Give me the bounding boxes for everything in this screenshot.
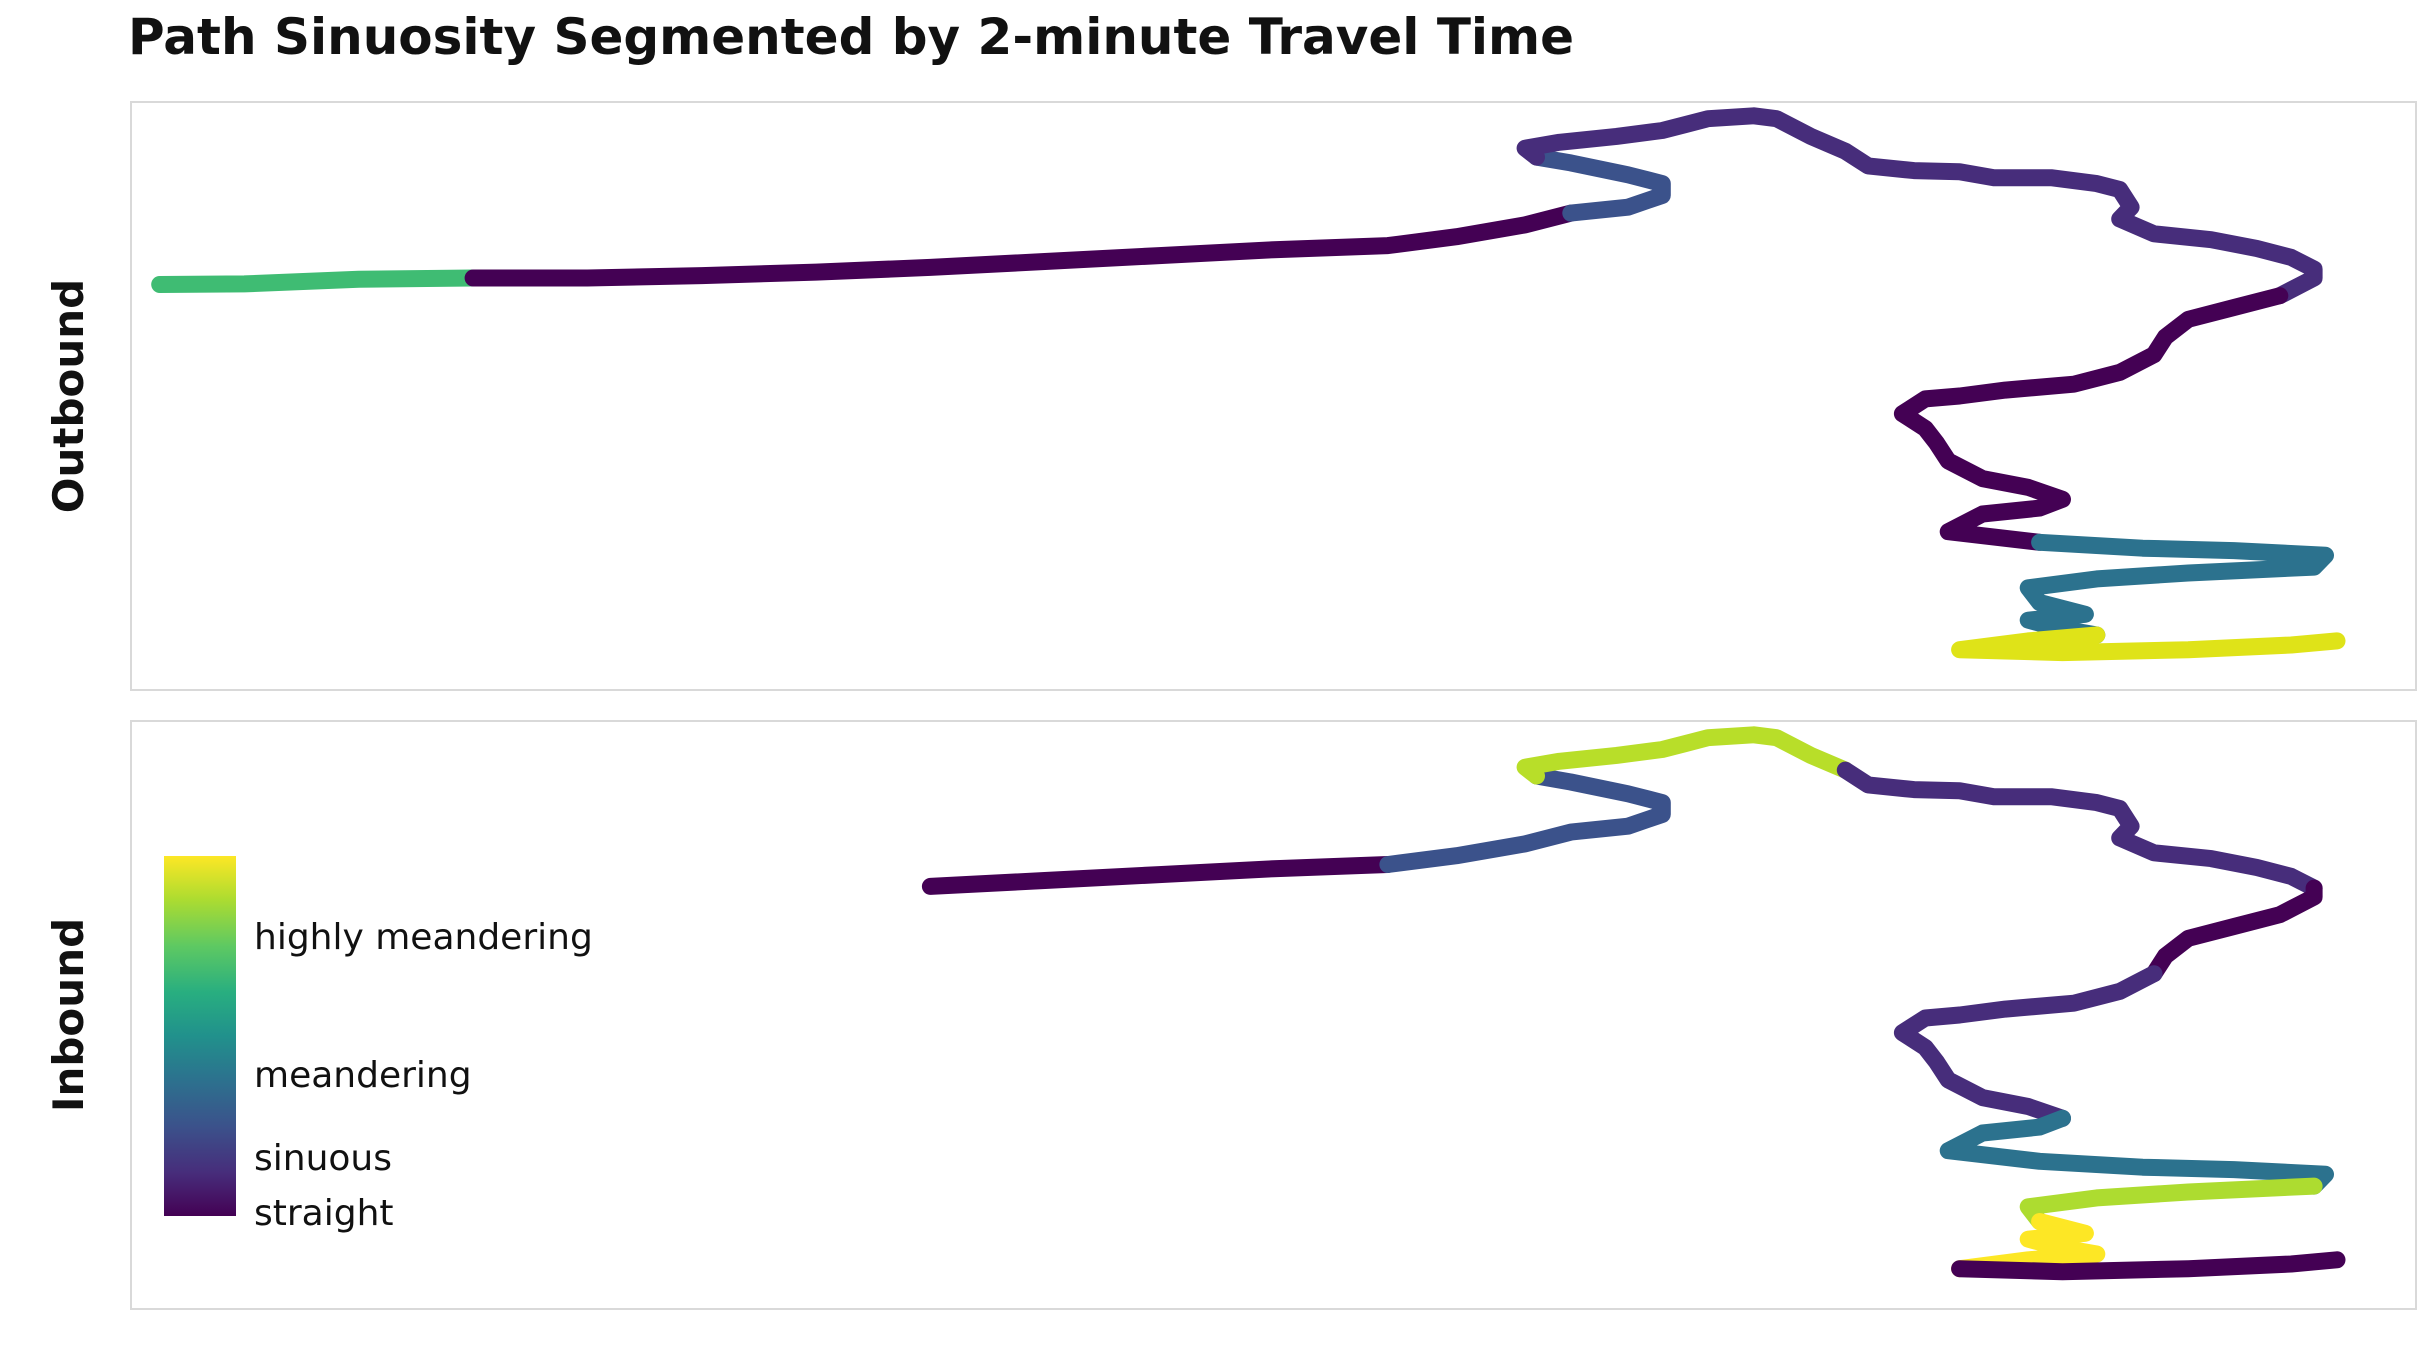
path-segment-inbound-6 bbox=[1939, 1109, 2334, 1195]
chart-title: Path Sinuosity Segmented by 2-minute Tra… bbox=[128, 8, 1575, 66]
legend-colorbar bbox=[164, 856, 236, 1216]
path-segment-inbound-8 bbox=[1951, 1213, 2106, 1278]
panel-inbound bbox=[130, 720, 2417, 1310]
path-group-inbound bbox=[921, 726, 2346, 1281]
path-segment-outbound-4 bbox=[1893, 287, 2289, 551]
path-segment-outbound-0 bbox=[151, 269, 482, 293]
path-segment-inbound-4 bbox=[2145, 879, 2323, 983]
path-segment-outbound-1 bbox=[464, 204, 1580, 287]
panel-outbound bbox=[130, 101, 2417, 691]
path-segment-inbound-9 bbox=[1951, 1251, 2346, 1281]
path-segment-inbound-3 bbox=[1836, 761, 2323, 897]
path-segment-inbound-1 bbox=[1379, 767, 1671, 873]
path-segment-inbound-0 bbox=[921, 856, 1397, 895]
legend-label-meandering: meandering bbox=[254, 1055, 472, 1096]
path-segment-inbound-7 bbox=[2019, 1177, 2323, 1230]
path-segment-outbound-5 bbox=[2019, 533, 2334, 644]
legend-label-highly-meandering: highly meandering bbox=[254, 917, 593, 958]
path-segment-inbound-5 bbox=[1893, 965, 2163, 1127]
path-segment-outbound-2 bbox=[1528, 148, 1671, 222]
path-segment-outbound-3 bbox=[1516, 107, 2323, 305]
path-group-outbound bbox=[151, 107, 2346, 662]
path-segment-outbound-6 bbox=[1951, 626, 2346, 662]
path-segment-inbound-2 bbox=[1516, 726, 1854, 785]
legend-label-sinuous: sinuous bbox=[254, 1138, 392, 1179]
legend-label-straight: straight bbox=[254, 1193, 394, 1234]
